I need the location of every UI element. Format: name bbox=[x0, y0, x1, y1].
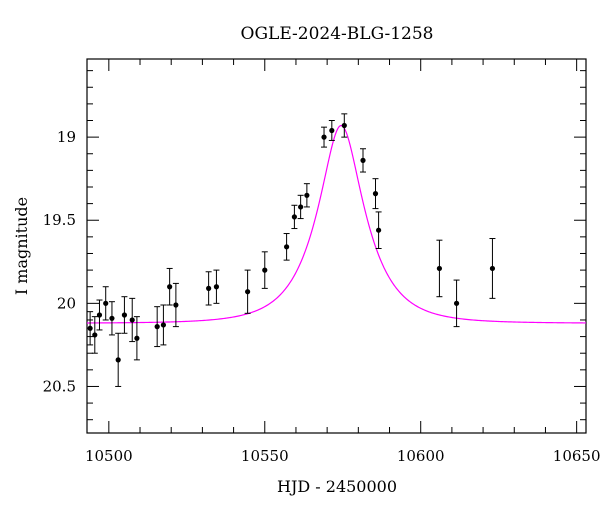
x-axis-label: HJD - 2450000 bbox=[277, 477, 397, 496]
data-marker bbox=[160, 322, 167, 328]
data-point bbox=[341, 113, 348, 138]
data-marker bbox=[121, 312, 128, 318]
data-marker bbox=[213, 284, 220, 290]
data-marker bbox=[173, 302, 179, 308]
y-tick-label: 20.5 bbox=[43, 377, 76, 395]
data-marker bbox=[321, 134, 327, 140]
data-marker bbox=[245, 289, 251, 295]
data-point bbox=[87, 311, 94, 346]
data-marker bbox=[96, 312, 103, 318]
x-tick-labels: 10500 10550 10600 10650 bbox=[85, 447, 600, 465]
data-point bbox=[261, 251, 268, 289]
data-marker bbox=[341, 122, 347, 129]
data-marker bbox=[436, 265, 443, 272]
data-marker bbox=[109, 315, 115, 321]
model-curve bbox=[86, 124, 587, 324]
data-marker bbox=[453, 300, 460, 306]
data-point bbox=[321, 126, 328, 148]
axis-ticks bbox=[87, 59, 586, 433]
data-point bbox=[160, 304, 167, 346]
y-tick-label: 20 bbox=[57, 294, 76, 312]
data-marker bbox=[284, 244, 290, 250]
data-marker bbox=[376, 227, 382, 233]
data-point bbox=[154, 306, 161, 348]
x-tick-label: 10650 bbox=[553, 447, 600, 465]
data-marker bbox=[298, 204, 304, 210]
data-point bbox=[303, 183, 310, 208]
data-marker bbox=[304, 192, 310, 198]
data-marker bbox=[360, 157, 366, 163]
data-point bbox=[91, 316, 98, 354]
data-marker bbox=[103, 300, 109, 306]
y-tick-labels: 19 19.5 20 20.5 bbox=[43, 128, 76, 395]
data-point bbox=[244, 269, 251, 314]
data-point bbox=[360, 148, 367, 173]
data-point bbox=[115, 332, 122, 387]
data-point bbox=[129, 297, 136, 343]
data-marker bbox=[154, 324, 160, 330]
data-point bbox=[96, 299, 103, 331]
data-points bbox=[87, 113, 496, 387]
data-marker bbox=[92, 332, 98, 338]
data-marker bbox=[134, 335, 140, 341]
y-axis-label: I magnitude bbox=[12, 197, 31, 295]
data-point bbox=[102, 286, 109, 321]
data-point bbox=[121, 296, 128, 334]
x-tick-label: 10600 bbox=[397, 447, 445, 465]
plot-frame bbox=[86, 58, 587, 434]
data-point bbox=[172, 282, 179, 328]
data-point bbox=[283, 233, 290, 261]
data-point bbox=[213, 269, 220, 304]
data-marker bbox=[129, 317, 135, 323]
chart-title: OGLE-2024-BLG-1258 bbox=[241, 24, 434, 44]
data-marker bbox=[115, 357, 121, 363]
data-point bbox=[205, 271, 212, 306]
data-point bbox=[291, 204, 298, 230]
data-point bbox=[166, 267, 173, 306]
data-point bbox=[489, 238, 496, 299]
data-marker bbox=[291, 214, 297, 220]
data-marker bbox=[262, 267, 268, 273]
data-marker bbox=[372, 191, 379, 197]
data-point bbox=[133, 316, 140, 361]
data-point bbox=[453, 279, 460, 328]
x-tick-label: 10550 bbox=[241, 447, 289, 465]
y-tick-label: 19.5 bbox=[43, 211, 76, 229]
data-marker bbox=[489, 265, 496, 272]
data-marker bbox=[87, 325, 93, 331]
data-point bbox=[375, 211, 382, 249]
data-point bbox=[297, 194, 304, 220]
data-marker bbox=[167, 284, 173, 290]
y-tick-label: 19 bbox=[57, 128, 76, 146]
data-point bbox=[108, 301, 115, 336]
data-point bbox=[372, 178, 379, 210]
data-marker bbox=[206, 285, 212, 291]
data-marker bbox=[329, 127, 335, 134]
x-tick-label: 10500 bbox=[85, 447, 133, 465]
data-point bbox=[328, 120, 335, 141]
data-point bbox=[436, 239, 443, 298]
